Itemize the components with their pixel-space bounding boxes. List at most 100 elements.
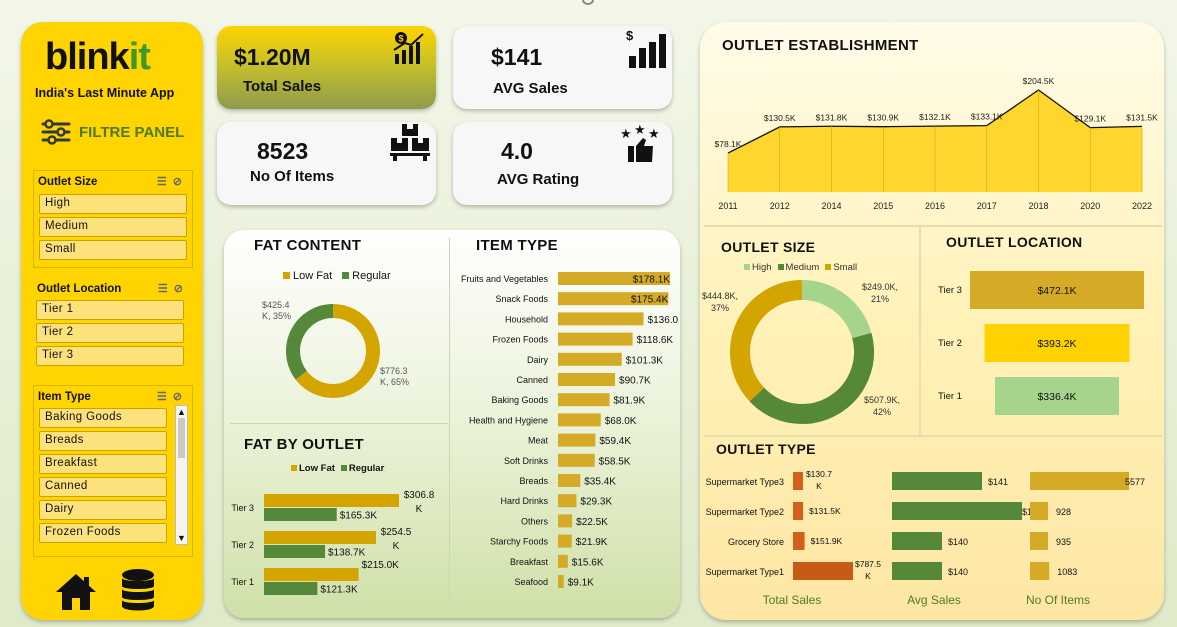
- svg-text:$: $: [399, 34, 404, 44]
- outlet-size-slicer-title: Outlet Size: [38, 175, 98, 188]
- row-label: Supermarket Type1: [706, 567, 784, 577]
- outlet-size-title: OUTLET SIZE: [721, 239, 816, 255]
- donut-slice: [801, 280, 872, 339]
- bar: [558, 474, 581, 487]
- slicer-item-tier-1[interactable]: Tier 1: [36, 300, 184, 320]
- bar: [558, 292, 669, 306]
- outlet-establishment-title: OUTLET ESTABLISHMENT: [722, 37, 919, 54]
- bar-category-label: Breakfast: [510, 557, 549, 567]
- kpi-value: $141: [491, 44, 543, 70]
- slicer-item-medium[interactable]: Medium: [39, 217, 187, 237]
- item-type-list: Baking Goods Breads Breakfast Canned Dai…: [34, 403, 192, 551]
- kpi-label: AVG Sales: [493, 80, 568, 97]
- donut-slice: [730, 280, 803, 402]
- bar-total-sales: [793, 562, 853, 580]
- bar: [558, 554, 568, 568]
- growth-chart-icon: $: [626, 28, 666, 68]
- slicer-item-frozen-foods[interactable]: Frozen Foods: [39, 523, 167, 543]
- slicer-item-breads[interactable]: Breads: [39, 431, 167, 451]
- multi-select-icon[interactable]: ☰: [156, 391, 173, 403]
- bar-data-label: $59.4K: [599, 436, 631, 447]
- svg-text:★: ★: [648, 126, 660, 141]
- legend-label: High: [752, 262, 772, 273]
- bar-data-label: $130.7: [806, 469, 832, 479]
- slicer-item-high[interactable]: High: [39, 194, 187, 214]
- area-data-label: $130.9K: [867, 113, 899, 123]
- x-tick-label: 2022: [1132, 201, 1152, 211]
- legend-swatch-gold: [283, 272, 290, 279]
- outlet-type-title: OUTLET TYPE: [716, 441, 816, 457]
- scrollbar[interactable]: ▲ ▼: [175, 405, 188, 545]
- clear-filter-icon[interactable]: ⊘: [172, 176, 188, 188]
- outlet-type-table-chart: Supermarket Type3 $130.7 K $141 5577 Supermar…: [706, 469, 1145, 607]
- bar: [558, 433, 596, 447]
- outlet-size-donut-chart: [730, 280, 874, 424]
- x-tick-label: 2012: [770, 201, 790, 211]
- bar-data-label: $68.0K: [605, 416, 637, 427]
- kpi-label: AVG Rating: [497, 171, 580, 188]
- fat-content-label-regular: $425.4 K, 35%: [262, 300, 292, 321]
- bar: [558, 312, 644, 326]
- legend-swatch-gold: [291, 465, 297, 471]
- bar-category-label: Frozen Foods: [492, 335, 548, 345]
- scroll-thumb[interactable]: [178, 418, 185, 458]
- bar-data-label: 1083: [1057, 567, 1077, 577]
- item-type-bar-chart: Fruits and Vegetables $178.1K Snack Foods $…: [461, 272, 678, 589]
- bar-data-label: $22.5K: [576, 517, 608, 528]
- bar-data-label: $306.8: [404, 490, 435, 501]
- fat-content-label-lowfat: $776.3 K, 65%: [380, 366, 410, 387]
- kpi-avg-sales: $141 AVG Sales $: [453, 26, 672, 109]
- bar: [558, 453, 595, 467]
- bar-avg-sales: [892, 502, 1022, 520]
- area-data-label: $130.5K: [764, 113, 796, 123]
- legend-label: Low Fat: [293, 270, 333, 282]
- bar-data-label: $136.0K: [648, 315, 678, 326]
- scroll-down-icon[interactable]: ▼: [177, 533, 186, 543]
- outlet-size-slicer: Outlet Size ☰⊘ High Medium Small: [33, 170, 193, 268]
- slicer-item-tier-2[interactable]: Tier 2: [36, 323, 184, 343]
- slicer-item-canned[interactable]: Canned: [39, 477, 167, 497]
- x-tick-label: 2014: [821, 201, 841, 211]
- clear-filter-icon[interactable]: ⊘: [172, 391, 188, 403]
- multi-select-icon[interactable]: ☰: [156, 176, 173, 188]
- item-type-slicer-header: Item Type ☰⊘: [34, 390, 192, 404]
- bar: [995, 377, 1119, 415]
- slicer-item-baking-goods[interactable]: Baking Goods: [39, 408, 167, 428]
- bar: [558, 534, 572, 548]
- slicer-icons: ☰⊘: [158, 282, 189, 295]
- bar: [558, 575, 564, 588]
- home-icon[interactable]: [54, 572, 98, 612]
- clear-filter-icon[interactable]: ⊘: [173, 283, 189, 295]
- bar-avg-sales: [892, 472, 982, 490]
- bar-data-label: K: [816, 481, 822, 491]
- fat-by-outlet-legend: Low Fat Regular: [291, 463, 384, 474]
- bar-category-label: Tier 1: [231, 577, 254, 587]
- bar: [558, 393, 610, 407]
- svg-text:$: $: [626, 28, 634, 43]
- multi-select-icon[interactable]: ☰: [157, 283, 174, 295]
- bar-data-label: $138.7K: [328, 548, 366, 559]
- bar-data-label: $29.3K: [580, 497, 612, 508]
- bar-no-of-items: [1030, 532, 1048, 550]
- fat-by-outlet-title: FAT BY OUTLET: [244, 436, 365, 453]
- bar-data-label: $15.6K: [572, 557, 604, 568]
- slicer-item-breakfast[interactable]: Breakfast: [39, 454, 167, 474]
- bar-low-fat: [264, 568, 359, 581]
- kpi-label: No Of Items: [250, 168, 335, 185]
- slicer-item-dairy[interactable]: Dairy: [39, 500, 167, 520]
- bar: [558, 332, 633, 346]
- database-icon[interactable]: [120, 568, 156, 612]
- legend-swatch-green: [777, 264, 784, 270]
- outlet-size-label-small: $444.8K, 37%: [701, 291, 739, 313]
- donut-slice: [749, 332, 874, 424]
- slicer-item-tier-3[interactable]: Tier 3: [36, 346, 184, 366]
- bar-total-sales: [793, 472, 803, 490]
- divider-vertical: [449, 238, 450, 600]
- bar-data-label: $175.4K: [631, 295, 669, 306]
- fat-content-donut-chart: [286, 304, 380, 398]
- bar-data-label: $21.9K: [576, 537, 608, 548]
- bar-category-label: Household: [505, 314, 548, 324]
- bar-category-label: Fruits and Vegetables: [461, 274, 549, 284]
- slicer-item-small[interactable]: Small: [39, 240, 187, 260]
- scroll-up-icon[interactable]: ▲: [177, 407, 186, 417]
